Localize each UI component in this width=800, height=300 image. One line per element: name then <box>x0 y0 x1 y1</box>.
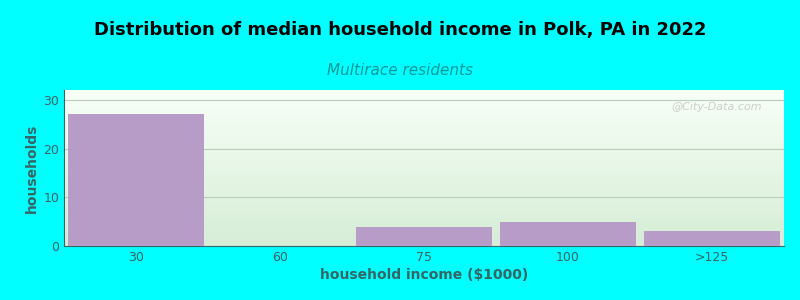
Text: @City-Data.com: @City-Data.com <box>672 103 762 112</box>
X-axis label: household income ($1000): household income ($1000) <box>320 268 528 282</box>
Text: Multirace residents: Multirace residents <box>327 63 473 78</box>
Bar <box>643 231 780 246</box>
Text: Distribution of median household income in Polk, PA in 2022: Distribution of median household income … <box>94 21 706 39</box>
Bar <box>499 222 636 246</box>
Y-axis label: households: households <box>25 123 39 213</box>
Bar <box>356 226 492 246</box>
Bar <box>67 114 204 246</box>
